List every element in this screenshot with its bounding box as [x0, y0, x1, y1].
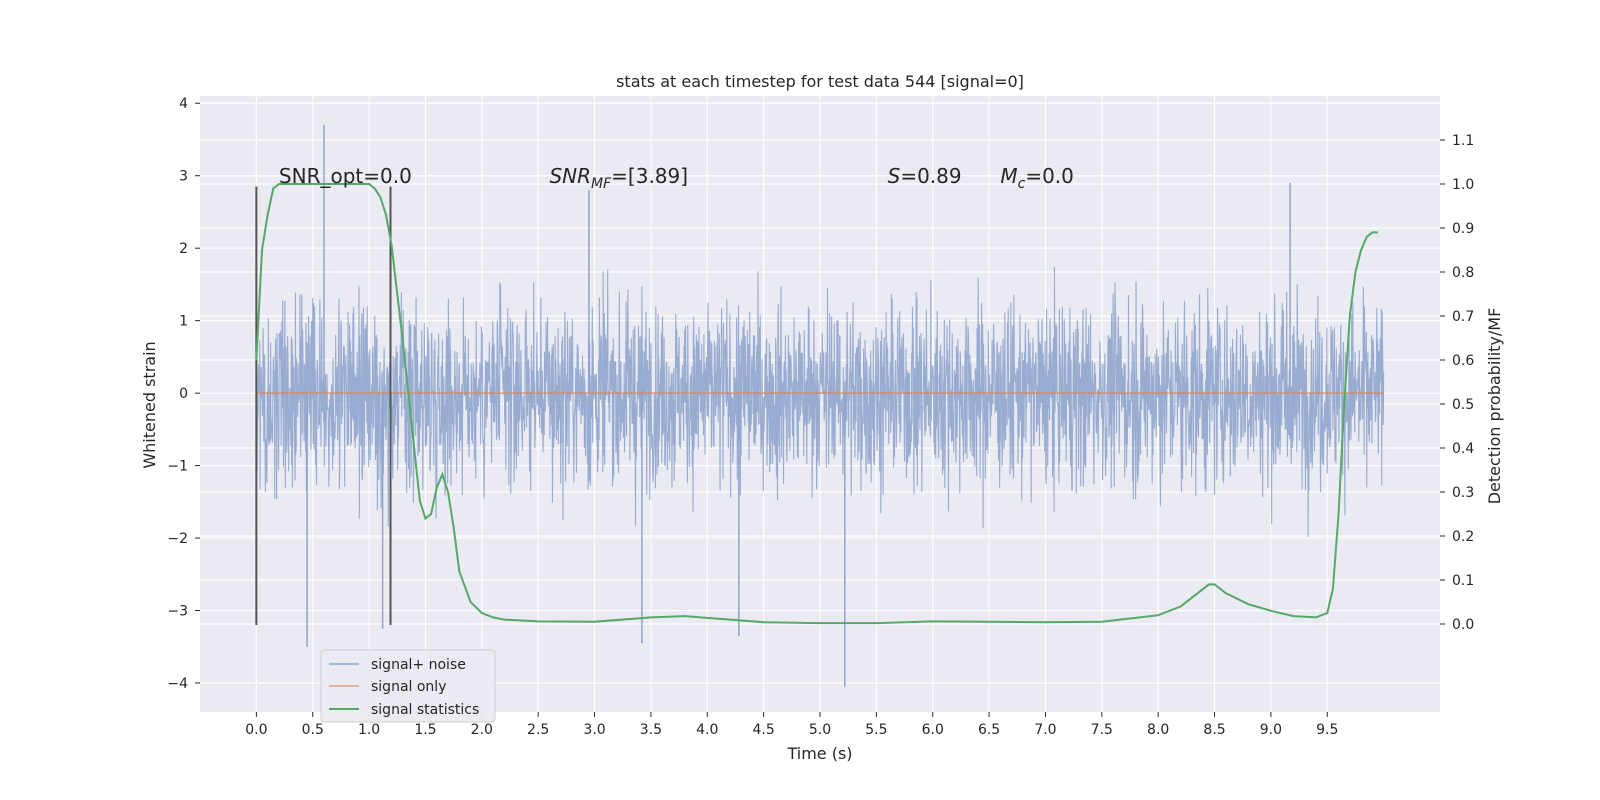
x-tick-label: 1.5 — [414, 722, 436, 738]
y2-tick-label: 0.8 — [1452, 265, 1474, 281]
y2-tick-label: 0.3 — [1452, 485, 1474, 501]
annotation-value: =0.89 — [900, 164, 961, 188]
y2-tick-label: 0.2 — [1452, 529, 1474, 545]
y-tick-labels: −4 −3 −2 −1 0 1 2 3 4 — [167, 96, 200, 692]
x-tick-label: 7.0 — [1034, 722, 1056, 738]
annotation-subscript: MF — [591, 176, 612, 192]
annotation-1: SNRMF=[3.89] — [549, 164, 688, 192]
y-tick-label: 2 — [179, 241, 188, 257]
y2-tick-label: 0.6 — [1452, 353, 1474, 369]
marker-lines — [255, 186, 392, 626]
y-tick-label: −4 — [167, 676, 188, 692]
legend-label-signal-statistics: signal statistics — [371, 702, 479, 718]
y-tick-label: 3 — [179, 169, 188, 185]
x-tick-label: 5.0 — [809, 722, 831, 738]
x-tick-label: 0.0 — [245, 722, 267, 738]
annotations: SNR_opt=0.0 SNRMF=[3.89] S=0.89 Mc=0.0 — [279, 164, 1074, 192]
x-tick-label: 8.0 — [1147, 722, 1169, 738]
y2-tick-labels: 0.0 0.1 0.2 0.3 0.4 0.5 0.6 0.7 0.8 0.9 1.0 1.1 — [1440, 133, 1474, 633]
legend-label-signal-only: signal only — [371, 679, 446, 695]
annotation-2: S=0.89 — [888, 164, 962, 188]
y-tick-label: 4 — [179, 96, 188, 112]
x-tick-label: 2.5 — [527, 722, 549, 738]
legend-label-signal-plus-noise: signal+ noise — [371, 657, 466, 673]
y2-tick-label: 0.7 — [1452, 309, 1474, 325]
y2-tick-label: 0.1 — [1452, 573, 1474, 589]
x-tick-label: 2.0 — [471, 722, 493, 738]
x-tick-label: 4.5 — [753, 722, 775, 738]
y-tick-label: −2 — [167, 531, 188, 547]
y-axis-label: Whitened strain — [140, 341, 159, 468]
annotation-value: =[3.89] — [611, 164, 688, 188]
y2-axis-label: Detection probability/MF — [1485, 308, 1504, 505]
legend: signal+ noise signal only signal statist… — [320, 649, 496, 723]
annotation-value: =0.0 — [1025, 164, 1074, 188]
y2-tick-label: 1.0 — [1452, 177, 1474, 193]
y2-tick-label: 0.5 — [1452, 397, 1474, 413]
x-tick-label: 3.0 — [583, 722, 605, 738]
x-tick-label: 6.0 — [922, 722, 944, 738]
chart-title: stats at each timestep for test data 544… — [616, 72, 1024, 91]
annotation-subscript: c — [1018, 176, 1026, 192]
noise-trace — [255, 266, 1385, 537]
x-tick-label: 9.5 — [1316, 722, 1338, 738]
series-signal-plus-noise — [255, 124, 1385, 687]
x-tick-label: 1.0 — [358, 722, 380, 738]
legend-box — [320, 649, 496, 723]
annotation-symbol: M — [1000, 164, 1017, 188]
x-tick-label: 3.5 — [640, 722, 662, 738]
y2-tick-label: 0.0 — [1452, 617, 1474, 633]
annotation-symbol: S — [888, 164, 901, 188]
y-tick-label: −1 — [167, 459, 188, 475]
annotation-3: Mc=0.0 — [1000, 164, 1074, 192]
x-tick-label: 5.5 — [865, 722, 887, 738]
y-tick-label: −3 — [167, 604, 188, 620]
y2-tick-label: 0.4 — [1452, 441, 1474, 457]
annotation-symbol: SNR — [549, 164, 591, 188]
annotation-0: SNR_opt=0.0 — [279, 164, 412, 188]
y2-tick-label: 1.1 — [1452, 133, 1474, 149]
x-tick-label: 7.5 — [1091, 722, 1113, 738]
y2-tick-label: 0.9 — [1452, 221, 1474, 237]
x-tick-label: 4.0 — [696, 722, 718, 738]
x-axis-label: Time (s) — [786, 744, 852, 763]
x-tick-labels: 0.0 0.5 1.0 1.5 2.0 2.5 3.0 3.5 4.0 4.5 5.0 5.5 6.0 6… — [245, 712, 1338, 738]
x-tick-label: 0.5 — [302, 722, 324, 738]
y-tick-label: 0 — [179, 386, 188, 402]
y-tick-label: 1 — [179, 314, 188, 330]
series-signal-statistics — [255, 183, 1378, 625]
x-tick-label: 9.0 — [1260, 722, 1282, 738]
x-tick-label: 8.5 — [1203, 722, 1225, 738]
x-tick-label: 6.5 — [978, 722, 1000, 738]
